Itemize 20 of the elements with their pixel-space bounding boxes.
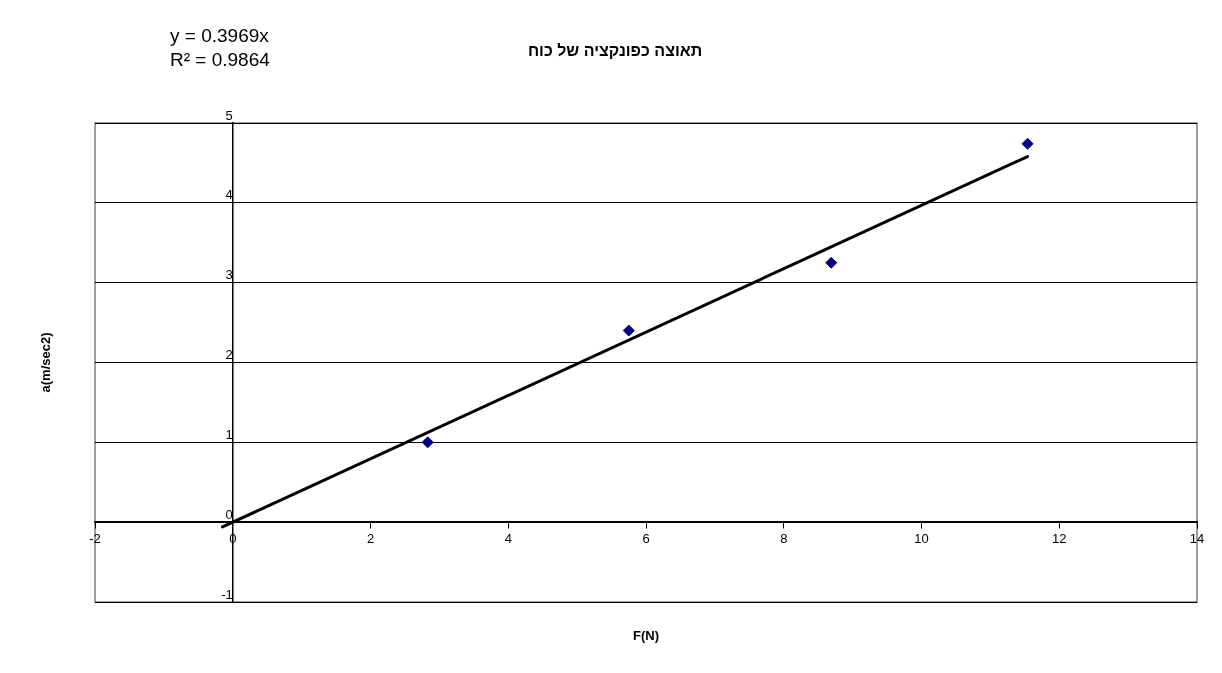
x-tick-label: -2 [89, 530, 101, 546]
x-axis-title: F(N) [633, 627, 659, 643]
y-tick-label: 2 [225, 347, 233, 363]
x-tick-label: 2 [366, 530, 375, 546]
y-tick-label: 1 [225, 426, 233, 442]
chart-title: תאוצה כפונקציה של כוח [527, 42, 703, 60]
text: y = 0.3969x [170, 25, 270, 47]
y-tick-label: 3 [225, 267, 233, 283]
y-tick-label: 4 [225, 187, 233, 203]
x-tick-label: 8 [780, 530, 788, 546]
x-tick-label: 14 [1189, 530, 1205, 546]
x-tick-label: 6 [642, 530, 650, 546]
y-tick-label: 0 [225, 506, 233, 522]
y-axis-title: a(m/sec2) [37, 332, 53, 393]
x-tick-label: 4 [504, 530, 512, 546]
y-tick-label: 5 [225, 107, 233, 123]
text: R² = 0.9864 [170, 49, 271, 71]
x-tick-label: 10 [914, 530, 929, 546]
x-tick-label: 12 [1052, 530, 1067, 546]
y-tick-label: -1 [221, 586, 233, 602]
